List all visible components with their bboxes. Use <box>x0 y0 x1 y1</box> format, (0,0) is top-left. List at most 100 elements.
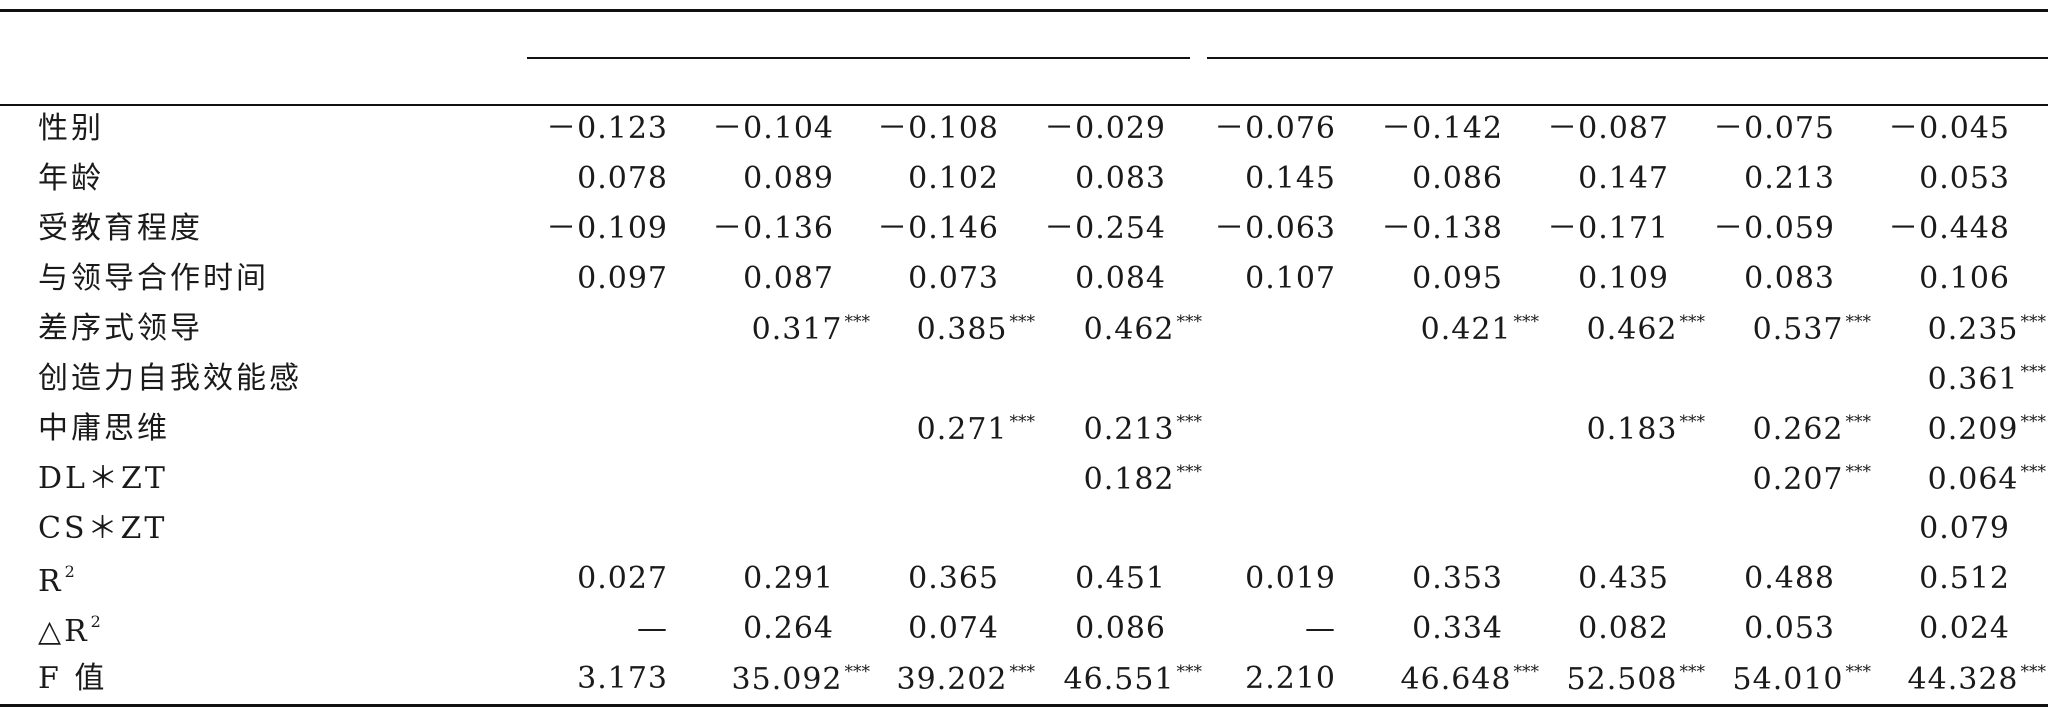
table-cell: 54.010 *** <box>1671 664 1871 695</box>
cell-value: 0.086 <box>1412 161 1503 196</box>
significance-marker: *** <box>1009 312 1036 332</box>
table-cell: 0.074 <box>799 614 999 644</box>
cell-value: 52.508 <box>1566 662 1678 697</box>
table-cell: －0.171 <box>1469 214 1669 244</box>
cell-value: －0.254 <box>1044 211 1166 246</box>
cell-value: －0.138 <box>1381 211 1503 246</box>
cell-value: －0.142 <box>1381 111 1503 146</box>
row-label-text: 性别 <box>38 111 104 146</box>
significance-marker: *** <box>844 312 871 332</box>
row-label-text: 受教育程度 <box>38 211 203 246</box>
cell-value: 0.147 <box>1578 161 1669 196</box>
cell-value: 0.064 <box>1927 462 2019 497</box>
table-cell: －0.142 <box>1303 114 1503 144</box>
bottom-rule <box>0 704 2048 707</box>
cell-value: 0.027 <box>577 561 668 596</box>
cell-value: 0.213 <box>1083 412 1175 447</box>
row-label-text: CS＊ZT <box>38 511 168 546</box>
table-cell: 0.053 <box>1810 164 2010 194</box>
table-cell: 0.053 <box>1635 614 1835 644</box>
significance-marker: *** <box>1176 462 1203 482</box>
cell-value: 0.365 <box>908 561 999 596</box>
table-cell: 35.092 *** <box>670 664 870 695</box>
table-cell: — <box>1136 614 1336 644</box>
cell-value: 0.385 <box>916 312 1008 347</box>
cell-value: －0.076 <box>1214 111 1336 146</box>
table-cell: －0.448 <box>1810 214 2010 244</box>
table-cell: 0.019 <box>1136 564 1336 594</box>
cell-value: 0.353 <box>1412 561 1503 596</box>
cell-value: 0.084 <box>1075 261 1166 296</box>
table-cell: 0.086 <box>966 614 1166 644</box>
significance-marker: *** <box>1845 462 1872 482</box>
cell-value: 0.451 <box>1075 561 1166 596</box>
table-cell: 0.024 <box>1810 614 2010 644</box>
cell-value: －0.059 <box>1713 211 1835 246</box>
cell-value: －0.075 <box>1713 111 1835 146</box>
table-cell: 0.334 <box>1303 614 1503 644</box>
table-cell: 0.264 <box>634 614 834 644</box>
table-cell: 0.488 <box>1635 564 1835 594</box>
significance-marker: *** <box>1845 412 1872 432</box>
row-label-text: 差序式领导 <box>38 311 203 346</box>
table-cell: 0.213 *** <box>1002 414 1202 445</box>
table-cell: 0.361 *** <box>1846 364 2046 395</box>
table-cell: 0.083 <box>966 164 1166 194</box>
table-cell: 0.213 <box>1635 164 1835 194</box>
cell-value: 0.053 <box>1744 611 1835 646</box>
significance-marker: *** <box>1176 412 1203 432</box>
row-label: 差序式领导 <box>38 314 203 344</box>
significance-marker: *** <box>1679 662 1706 682</box>
cell-value: 3.173 <box>577 661 668 696</box>
table-cell: 0.462 *** <box>1002 314 1202 345</box>
cell-value: 0.435 <box>1578 561 1669 596</box>
cell-value: 0.095 <box>1412 261 1503 296</box>
table-cell: 0.084 <box>966 264 1166 294</box>
table-cell: 0.317 *** <box>670 314 870 345</box>
table-cell: — <box>468 614 668 644</box>
table-cell: －0.138 <box>1303 214 1503 244</box>
cell-value: 0.107 <box>1245 261 1336 296</box>
table-cell: 0.095 <box>1303 264 1503 294</box>
table-cell: 0.106 <box>1810 264 2010 294</box>
table-cell: 0.079 <box>1810 514 2010 544</box>
table-cell: 0.183 *** <box>1505 414 1705 445</box>
table-cell: 0.082 <box>1469 614 1669 644</box>
table-cell: 0.451 <box>966 564 1166 594</box>
cell-value: 0.182 <box>1083 462 1175 497</box>
table-cell: －0.136 <box>634 214 834 244</box>
cell-value: 0.213 <box>1744 161 1835 196</box>
table-cell: －0.109 <box>468 214 668 244</box>
row-label: 创造力自我效能感 <box>38 364 302 394</box>
table-cell: 0.207 *** <box>1671 464 1871 495</box>
table-cell: 0.097 <box>468 264 668 294</box>
table-cell: 2.210 <box>1136 664 1336 694</box>
cell-value: 44.328 <box>1907 662 2019 697</box>
table-cell: 0.145 <box>1136 164 1336 194</box>
table-cell: 0.537 *** <box>1671 314 1871 345</box>
row-label-text: 年龄 <box>38 161 104 196</box>
table-cell: 0.078 <box>468 164 668 194</box>
cell-value: 0.097 <box>577 261 668 296</box>
significance-marker: *** <box>1513 662 1540 682</box>
table-cell: 0.421 *** <box>1339 314 1539 345</box>
cell-value: 0.488 <box>1744 561 1835 596</box>
cell-value: 0.262 <box>1752 412 1844 447</box>
significance-marker: *** <box>2020 312 2047 332</box>
table-cell: 0.291 <box>634 564 834 594</box>
table-cell: 44.328 *** <box>1846 664 2046 695</box>
table-cell: 46.648 *** <box>1339 664 1539 695</box>
row-label: 受教育程度 <box>38 214 203 244</box>
cell-value: 39.202 <box>896 662 1008 697</box>
significance-marker: *** <box>1679 412 1706 432</box>
cell-value: 0.083 <box>1744 261 1835 296</box>
cell-value: －0.108 <box>877 111 999 146</box>
header-rule <box>0 104 2048 106</box>
cell-value: 0.109 <box>1578 261 1669 296</box>
table-cell: －0.059 <box>1635 214 1835 244</box>
table-cell: －0.254 <box>966 214 1166 244</box>
cell-value: －0.029 <box>1044 111 1166 146</box>
significance-marker: *** <box>844 662 871 682</box>
cell-value: 0.271 <box>916 412 1008 447</box>
cell-value: 0.207 <box>1752 462 1844 497</box>
